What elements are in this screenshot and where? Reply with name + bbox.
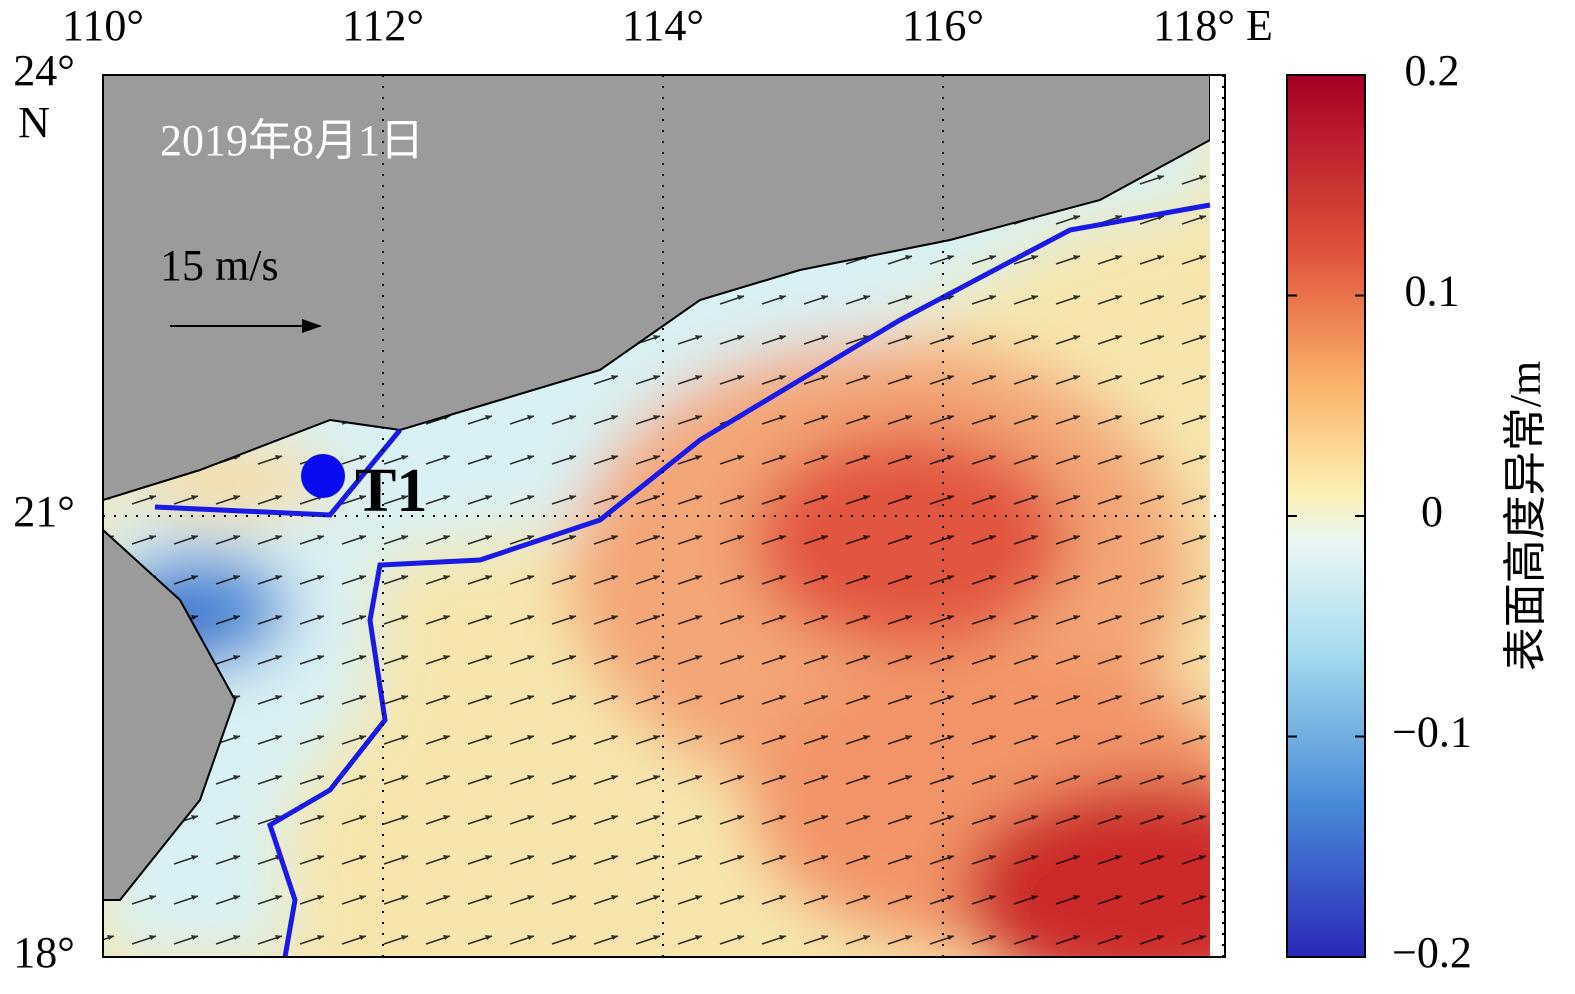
station-marker bbox=[301, 454, 345, 498]
x-tick-label: 114° bbox=[622, 1, 704, 50]
colorbar-tick-label: 0.2 bbox=[1405, 46, 1460, 95]
colorbar bbox=[1286, 74, 1366, 958]
x-tick-label: 110° bbox=[62, 1, 144, 50]
scale-label: 15 m/s bbox=[160, 241, 279, 290]
contour bbox=[266, 202, 1211, 958]
x-tick-label: 118° E bbox=[1153, 1, 1273, 50]
colorbar-tick-label: −0.1 bbox=[1392, 708, 1472, 757]
north-label: N bbox=[18, 98, 50, 147]
map-frame bbox=[102, 74, 1226, 958]
y-tick-label: 24° bbox=[13, 46, 75, 95]
date-label: 2019年8月1日 bbox=[160, 116, 424, 165]
station-label: T1 bbox=[355, 457, 427, 525]
colorbar-label: 表面高度异常/m bbox=[1501, 361, 1550, 671]
colorbar-tick-label: −0.2 bbox=[1392, 928, 1472, 977]
x-tick-label: 116° bbox=[902, 1, 984, 50]
scale-arrow-head bbox=[302, 319, 322, 333]
ssha-field bbox=[103, 75, 1210, 957]
x-tick-label: 112° bbox=[342, 1, 424, 50]
y-tick-label: 21° bbox=[13, 487, 75, 536]
contour bbox=[154, 428, 402, 518]
y-tick-label: 18° bbox=[13, 928, 75, 977]
colorbar-tick-label: 0.1 bbox=[1405, 267, 1460, 316]
colorbar-tick-label: 0 bbox=[1421, 487, 1443, 536]
